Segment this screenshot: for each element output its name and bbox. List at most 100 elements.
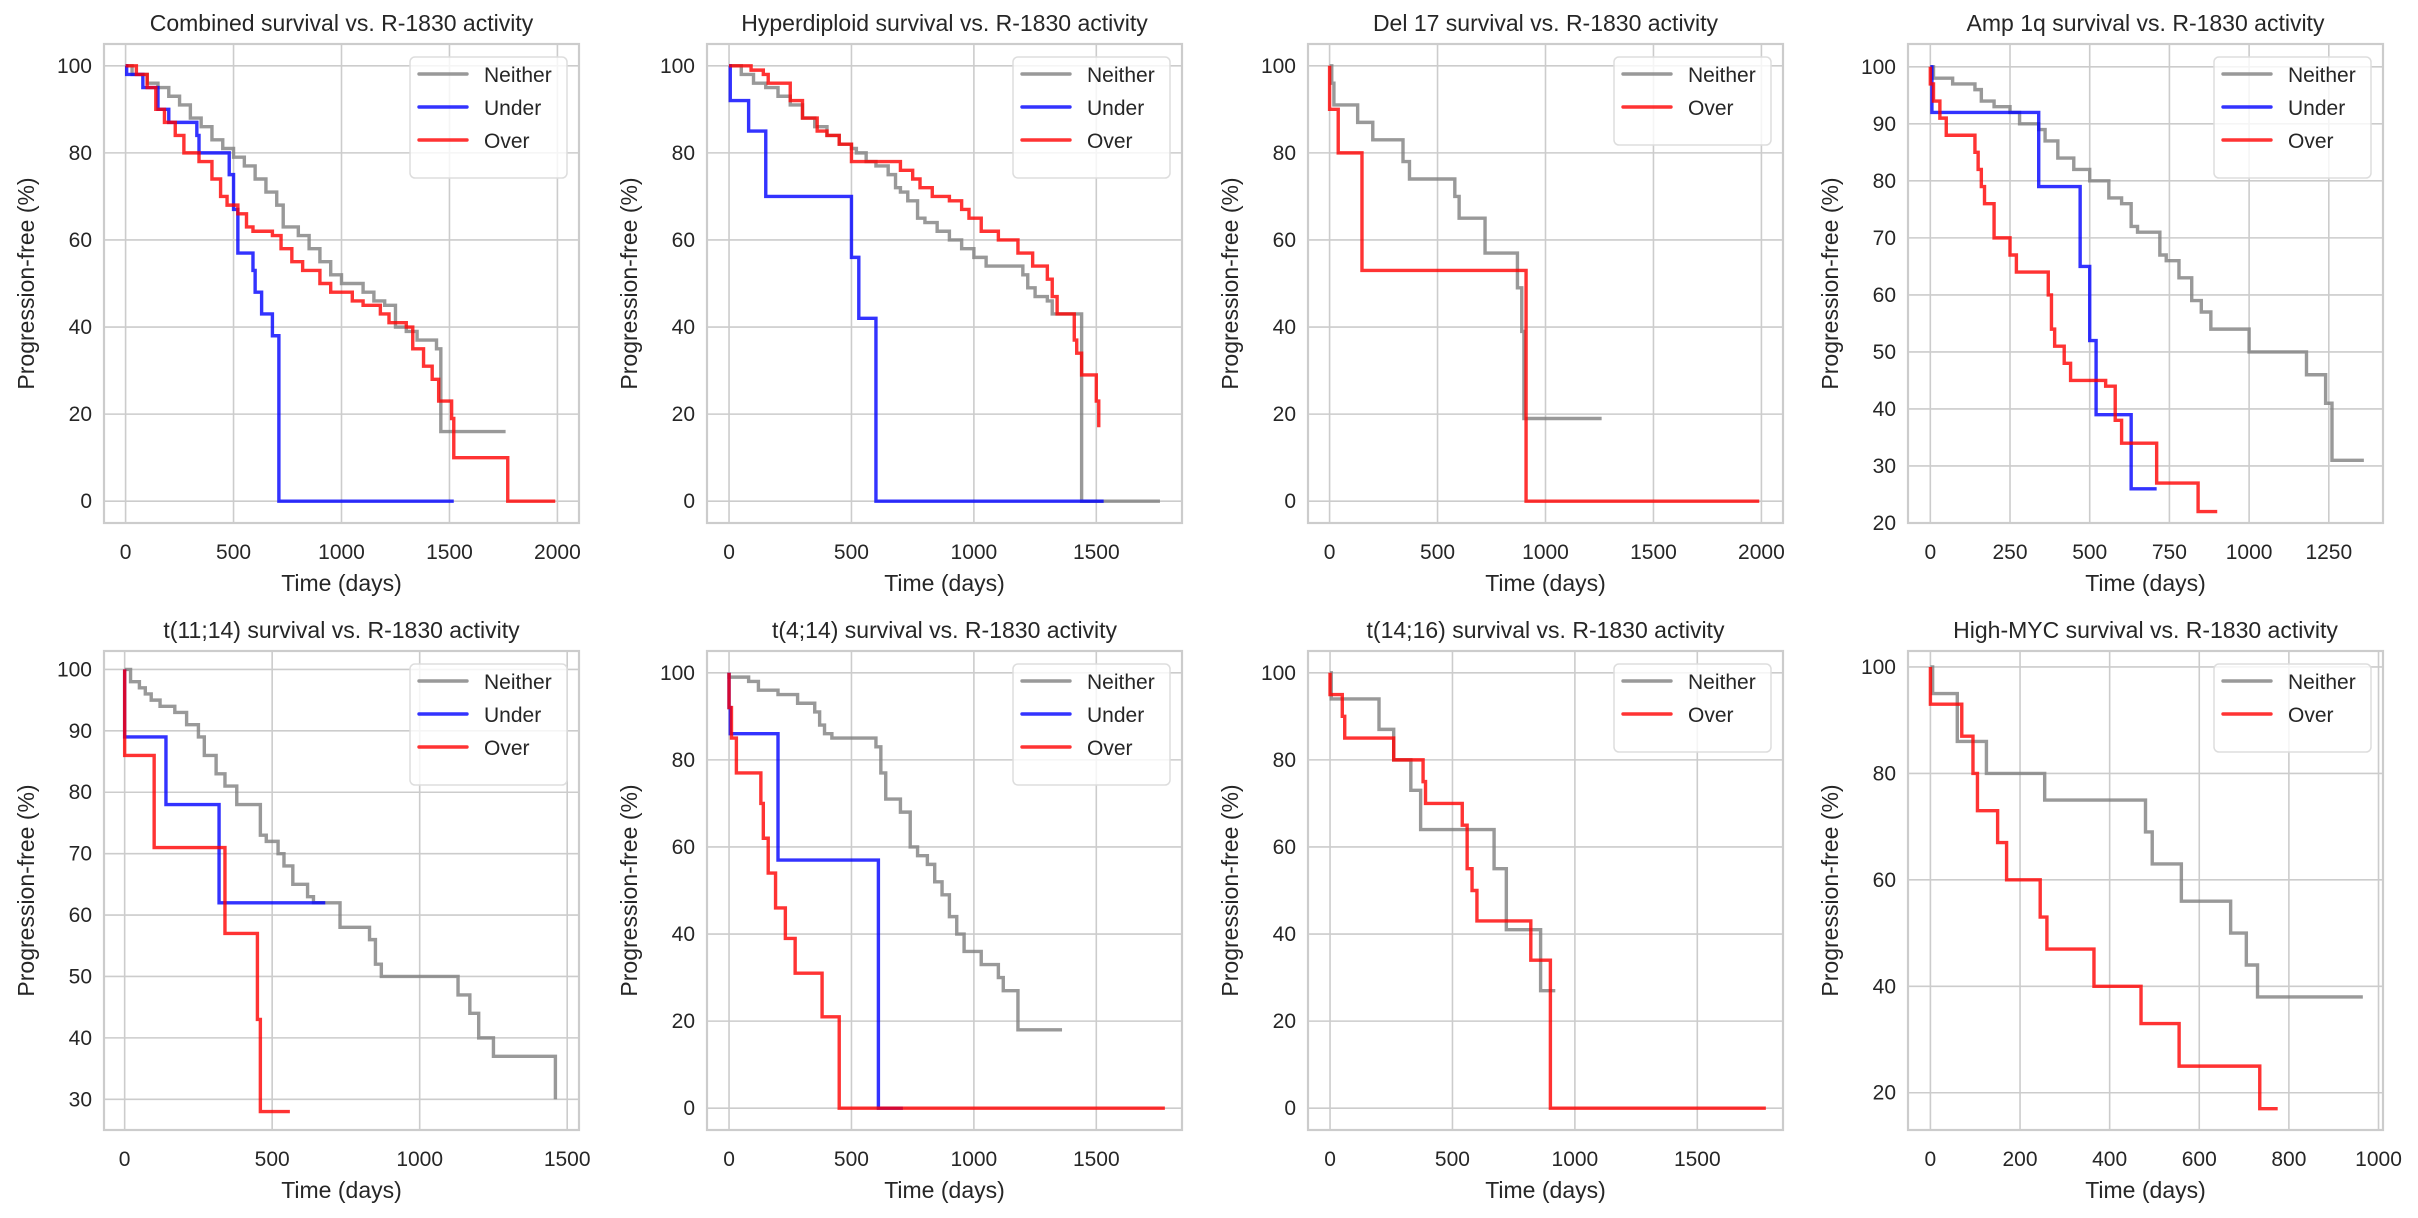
- y-tick-label: 20: [1873, 1082, 1896, 1105]
- axes-frame: [1906, 42, 2385, 525]
- x-tick-label: 200: [2003, 1148, 2038, 1171]
- y-tick-label: 100: [1861, 56, 1896, 79]
- y-tick-label: 40: [672, 923, 695, 946]
- legend: Neither Over: [1613, 56, 1772, 146]
- y-tick-label: 0: [80, 490, 92, 513]
- x-tick-label: 0: [1324, 1148, 1336, 1171]
- legend-label: Neither: [1688, 64, 1756, 87]
- legend-label: Neither: [1087, 64, 1155, 87]
- x-tick-label: 1000: [1522, 541, 1569, 564]
- y-tick-label: 60: [69, 904, 92, 927]
- legend-label: Over: [1087, 737, 1133, 760]
- series-line-over: [1328, 672, 1766, 1110]
- legend: Neither Under Over: [409, 663, 568, 786]
- y-tick-label: 60: [672, 229, 695, 252]
- x-axis-label: Time (days): [281, 1177, 402, 1203]
- y-tick-label: 100: [660, 55, 695, 78]
- y-tick-label: 80: [1873, 170, 1896, 193]
- y-tick-label: 60: [1873, 284, 1896, 307]
- y-tick-label: 50: [69, 965, 92, 988]
- x-tick-label: 1500: [1073, 1148, 1120, 1171]
- x-tick-label: 2000: [1738, 541, 1785, 564]
- y-axis-label: Progression-free (%): [616, 177, 642, 389]
- legend-label: Over: [1688, 704, 1734, 727]
- y-tick-label: 80: [69, 142, 92, 165]
- x-tick-label: 400: [2092, 1148, 2127, 1171]
- series-line-over: [1928, 666, 2278, 1111]
- y-axis-label: Progression-free (%): [13, 784, 39, 996]
- legend-label: Neither: [1087, 671, 1155, 694]
- y-tick-label: 40: [69, 1027, 92, 1050]
- x-tick-label: 0: [1925, 1148, 1937, 1171]
- x-axis-label: Time (days): [884, 570, 1005, 596]
- x-tick-label: 2000: [534, 541, 581, 564]
- series-line-neither: [729, 64, 1160, 503]
- legend-label: Over: [1688, 97, 1734, 120]
- legend-frame: [2213, 663, 2372, 753]
- x-tick-label: 1500: [544, 1148, 591, 1171]
- y-tick-label: 0: [683, 1097, 695, 1120]
- x-tick-label: 500: [216, 541, 251, 564]
- legend-frame: [2213, 56, 2372, 179]
- legend-label: Under: [2288, 97, 2345, 120]
- y-tick-label: 80: [1873, 762, 1896, 785]
- y-tick-label: 90: [1873, 113, 1896, 136]
- x-tick-label: 1000: [2226, 541, 2273, 564]
- x-axis-label: Time (days): [884, 1177, 1005, 1203]
- x-tick-label: 0: [120, 541, 132, 564]
- y-axis-label: Progression-free (%): [13, 177, 39, 389]
- x-tick-label: 500: [834, 1148, 869, 1171]
- y-tick-label: 60: [1273, 229, 1296, 252]
- y-tick-label: 0: [683, 490, 695, 513]
- y-tick-label: 40: [1873, 975, 1896, 998]
- x-tick-label: 0: [723, 1148, 735, 1171]
- y-tick-label: 60: [69, 229, 92, 252]
- y-tick-label: 70: [1873, 227, 1896, 250]
- x-tick-label: 750: [2152, 541, 2187, 564]
- legend-label: Neither: [2288, 64, 2356, 87]
- x-axis-label: Time (days): [2085, 1177, 2206, 1203]
- series-line-over: [1327, 65, 1760, 503]
- subplot-title: Hyperdiploid survival vs. R-1830 activit…: [741, 10, 1148, 36]
- x-axis-label: Time (days): [2085, 570, 2206, 596]
- subplot-title: Combined survival vs. R-1830 activity: [150, 10, 534, 36]
- x-tick-label: 600: [2182, 1148, 2217, 1171]
- y-tick-label: 80: [1273, 142, 1296, 165]
- x-tick-label: 1000: [951, 1148, 998, 1171]
- y-tick-label: 100: [1261, 662, 1296, 685]
- legend-label: Over: [2288, 130, 2334, 153]
- x-tick-label: 1000: [1552, 1148, 1599, 1171]
- legend-label: Under: [484, 704, 541, 727]
- subplot-title: Amp 1q survival vs. R-1830 activity: [1967, 10, 2325, 36]
- y-tick-label: 40: [1873, 398, 1896, 421]
- series-line-over: [727, 672, 1165, 1110]
- series-line-over: [125, 64, 556, 503]
- axes-frame: [705, 649, 1184, 1132]
- x-tick-label: 500: [1420, 541, 1455, 564]
- subplot-2: 0 500 1000 1500 0 20 40 60 80 100 Hyperdiploid sur…: [616, 10, 1184, 596]
- legend-frame: [1613, 663, 1772, 753]
- series-line-under: [728, 64, 1104, 503]
- legend-frame: [1613, 56, 1772, 146]
- y-tick-label: 20: [672, 403, 695, 426]
- x-tick-label: 800: [2271, 1148, 2306, 1171]
- series-line-neither: [1930, 665, 2363, 999]
- y-tick-label: 60: [1273, 836, 1296, 859]
- series-line-over: [1928, 66, 2218, 514]
- y-tick-label: 100: [1861, 656, 1896, 679]
- y-tick-label: 30: [1873, 455, 1896, 478]
- legend: Neither Over: [1613, 663, 1772, 753]
- y-tick-label: 80: [672, 749, 695, 772]
- legend-label: Under: [484, 97, 541, 120]
- axes-frame: [1906, 649, 2385, 1132]
- legend-label: Neither: [484, 64, 552, 87]
- y-tick-label: 0: [1284, 1097, 1296, 1120]
- y-tick-label: 60: [1873, 869, 1896, 892]
- y-axis-label: Progression-free (%): [1817, 177, 1843, 389]
- y-tick-label: 100: [660, 662, 695, 685]
- y-tick-label: 40: [1273, 316, 1296, 339]
- x-tick-label: 1500: [426, 541, 473, 564]
- subplot-1: 0 500 1000 1500 2000 0 20 40 60 80 100 Combined sur…: [13, 10, 581, 596]
- y-tick-label: 50: [1873, 341, 1896, 364]
